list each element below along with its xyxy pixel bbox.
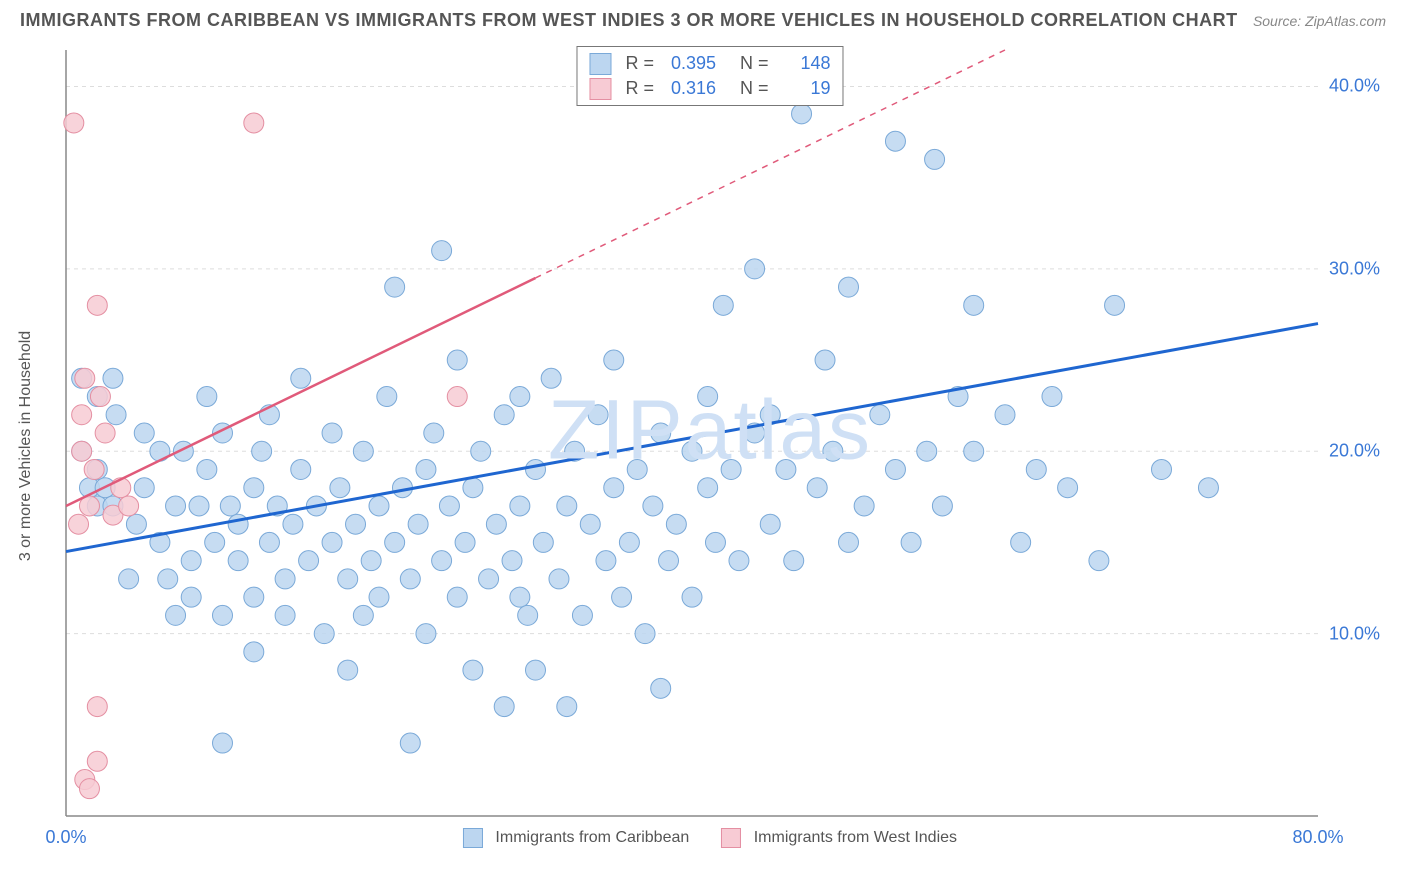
legend-label-westindies: Immigrants from West Indies [754, 829, 957, 846]
swatch-caribbean [589, 53, 611, 75]
legend-item-westindies: Immigrants from West Indies [721, 828, 957, 848]
swatch-west-indies [721, 828, 741, 848]
x-tick-label: 80.0% [1292, 827, 1343, 848]
stat-label-n: N = [740, 51, 769, 76]
stat-n-caribbean: 148 [775, 51, 831, 76]
caribbean-points [72, 104, 1219, 753]
stat-label-n: N = [740, 76, 769, 101]
y-tick-label: 10.0% [1329, 623, 1380, 644]
stat-label-r: R = [625, 51, 654, 76]
stats-row-westindies: R = 0.316 N = 19 [589, 76, 830, 101]
y-tick-label: 30.0% [1329, 258, 1380, 279]
stat-label-r: R = [625, 76, 654, 101]
source-attribution: Source: ZipAtlas.com [1253, 13, 1386, 29]
stat-n-westindies: 19 [775, 76, 831, 101]
stat-r-caribbean: 0.395 [660, 51, 716, 76]
series-legend: Immigrants from Caribbean Immigrants fro… [463, 828, 957, 848]
y-tick-label: 40.0% [1329, 76, 1380, 97]
stats-row-caribbean: R = 0.395 N = 148 [589, 51, 830, 76]
chart-title: IMMIGRANTS FROM CARIBBEAN VS IMMIGRANTS … [20, 10, 1238, 31]
y-tick-label: 20.0% [1329, 441, 1380, 462]
correlation-stats-box: R = 0.395 N = 148 R = 0.316 N = 19 [576, 46, 843, 106]
x-tick-label: 0.0% [45, 827, 86, 848]
chart-area: 3 or more Vehicles in Household ZIPatlas… [40, 46, 1380, 846]
stat-r-westindies: 0.316 [660, 76, 716, 101]
legend-label-caribbean: Immigrants from Caribbean [495, 829, 689, 846]
swatch-west-indies [589, 78, 611, 100]
swatch-caribbean [463, 828, 483, 848]
scatter-plot [58, 46, 1380, 846]
legend-item-caribbean: Immigrants from Caribbean [463, 828, 689, 848]
y-axis-label: 3 or more Vehicles in Household [17, 331, 35, 561]
